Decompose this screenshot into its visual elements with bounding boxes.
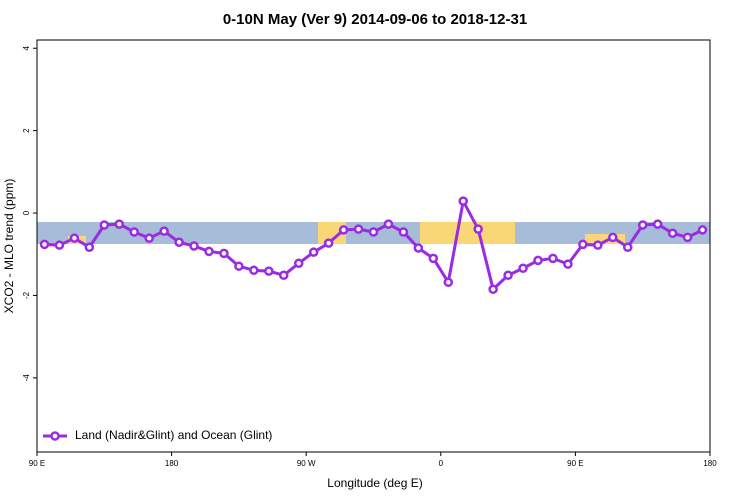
- data-point: [264, 266, 274, 276]
- data-point: [697, 225, 708, 235]
- data-point: [129, 227, 139, 237]
- data-point: [174, 237, 184, 248]
- x-tick-label: 0: [439, 459, 444, 468]
- data-point: [249, 265, 259, 276]
- data-point: [338, 225, 349, 235]
- data-point: [99, 220, 110, 230]
- data-point: [84, 242, 95, 252]
- legend-label: Land (Nadir&Glint) and Ocean (Glint): [75, 428, 272, 442]
- data-point: [144, 233, 154, 243]
- data-point: [548, 253, 558, 264]
- data-line: [44, 196, 704, 293]
- data-point: [593, 240, 603, 250]
- data-point: [353, 224, 364, 234]
- data-point: [652, 219, 663, 229]
- data-point: [159, 226, 169, 236]
- data-point: [533, 255, 543, 266]
- chart-title: 0-10N May (Ver 9) 2014-09-06 to 2018-12-…: [223, 11, 527, 28]
- data-point: [219, 248, 229, 259]
- y-tick-label: -4: [22, 374, 31, 382]
- data-point: [204, 246, 214, 257]
- x-axis-label: Longitude (deg E): [327, 476, 422, 490]
- y-axis-label: XCO2 - MLO trend (ppm): [2, 179, 16, 314]
- data-point: [518, 263, 528, 273]
- data-point: [622, 242, 633, 252]
- data-point: [563, 259, 573, 269]
- data-point: [308, 247, 319, 257]
- y-tick-label: 2: [22, 128, 31, 133]
- y-tick-label: 4: [22, 45, 31, 50]
- plot-frame: [36, 39, 711, 453]
- data-point: [54, 240, 65, 250]
- data-point: [398, 227, 409, 237]
- data-point: [323, 238, 334, 248]
- data-point: [189, 241, 199, 251]
- data-point: [443, 277, 454, 288]
- data-point: [114, 219, 125, 229]
- data-point: [368, 227, 379, 237]
- data-point: [503, 270, 513, 281]
- y-tick-label: -2: [22, 291, 31, 299]
- data-point: [608, 232, 618, 243]
- x-tick-label: 90 E: [567, 459, 583, 468]
- legend-marker: [50, 431, 60, 441]
- y-tick-label: 0: [22, 210, 31, 215]
- data-point: [234, 261, 244, 271]
- data-point: [667, 228, 678, 238]
- data-point: [293, 258, 304, 269]
- data-point: [428, 253, 439, 264]
- data-point: [488, 284, 498, 295]
- data-point: [279, 270, 289, 281]
- data-point: [578, 239, 588, 250]
- data-point: [69, 233, 80, 243]
- data-point: [682, 232, 693, 243]
- data-point: [473, 224, 483, 234]
- data-point: [637, 220, 648, 230]
- data-point: [383, 219, 394, 229]
- x-tick-label: 180: [165, 459, 179, 468]
- data-point: [458, 196, 468, 206]
- data-point: [39, 239, 50, 250]
- x-tick-label: 90 W: [297, 459, 316, 468]
- x-tick-label: 90 E: [29, 459, 45, 468]
- x-tick-label: 180: [703, 459, 717, 468]
- data-point: [413, 243, 424, 253]
